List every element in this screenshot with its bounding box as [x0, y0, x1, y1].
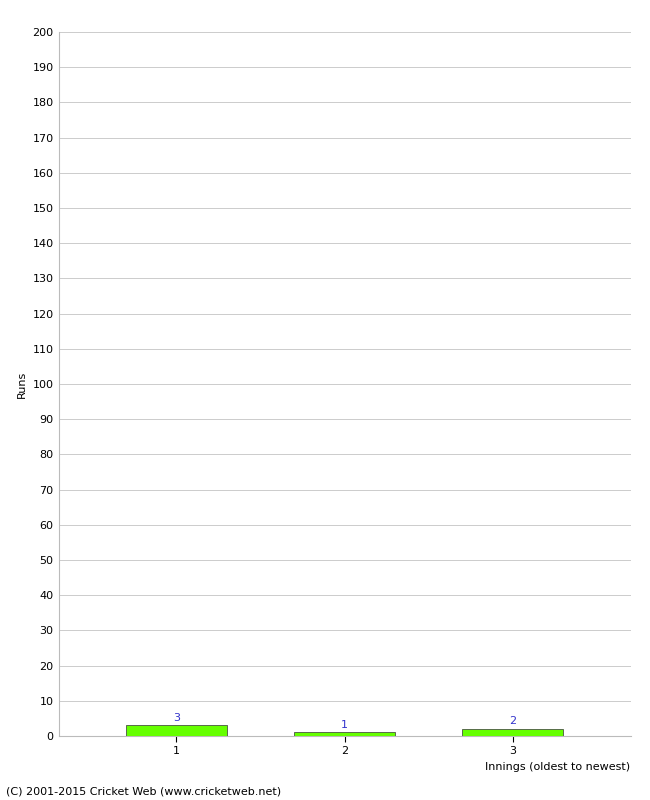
- Text: 3: 3: [173, 713, 180, 722]
- Y-axis label: Runs: Runs: [17, 370, 27, 398]
- Text: 1: 1: [341, 720, 348, 730]
- Text: (C) 2001-2015 Cricket Web (www.cricketweb.net): (C) 2001-2015 Cricket Web (www.cricketwe…: [6, 786, 281, 796]
- Text: 2: 2: [509, 716, 516, 726]
- Bar: [462, 729, 563, 736]
- Bar: [126, 726, 227, 736]
- X-axis label: Innings (oldest to newest): Innings (oldest to newest): [486, 762, 630, 772]
- Bar: [294, 733, 395, 736]
